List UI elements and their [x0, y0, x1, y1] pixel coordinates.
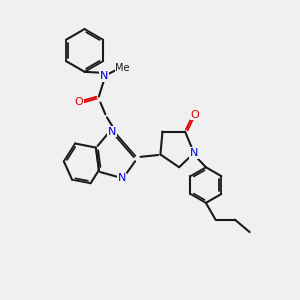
Text: N: N	[190, 148, 198, 158]
Text: N: N	[108, 127, 116, 136]
Text: O: O	[191, 110, 200, 120]
Text: N: N	[118, 173, 126, 183]
Text: Me: Me	[116, 63, 130, 73]
Text: O: O	[74, 97, 83, 107]
Text: N: N	[100, 71, 108, 81]
